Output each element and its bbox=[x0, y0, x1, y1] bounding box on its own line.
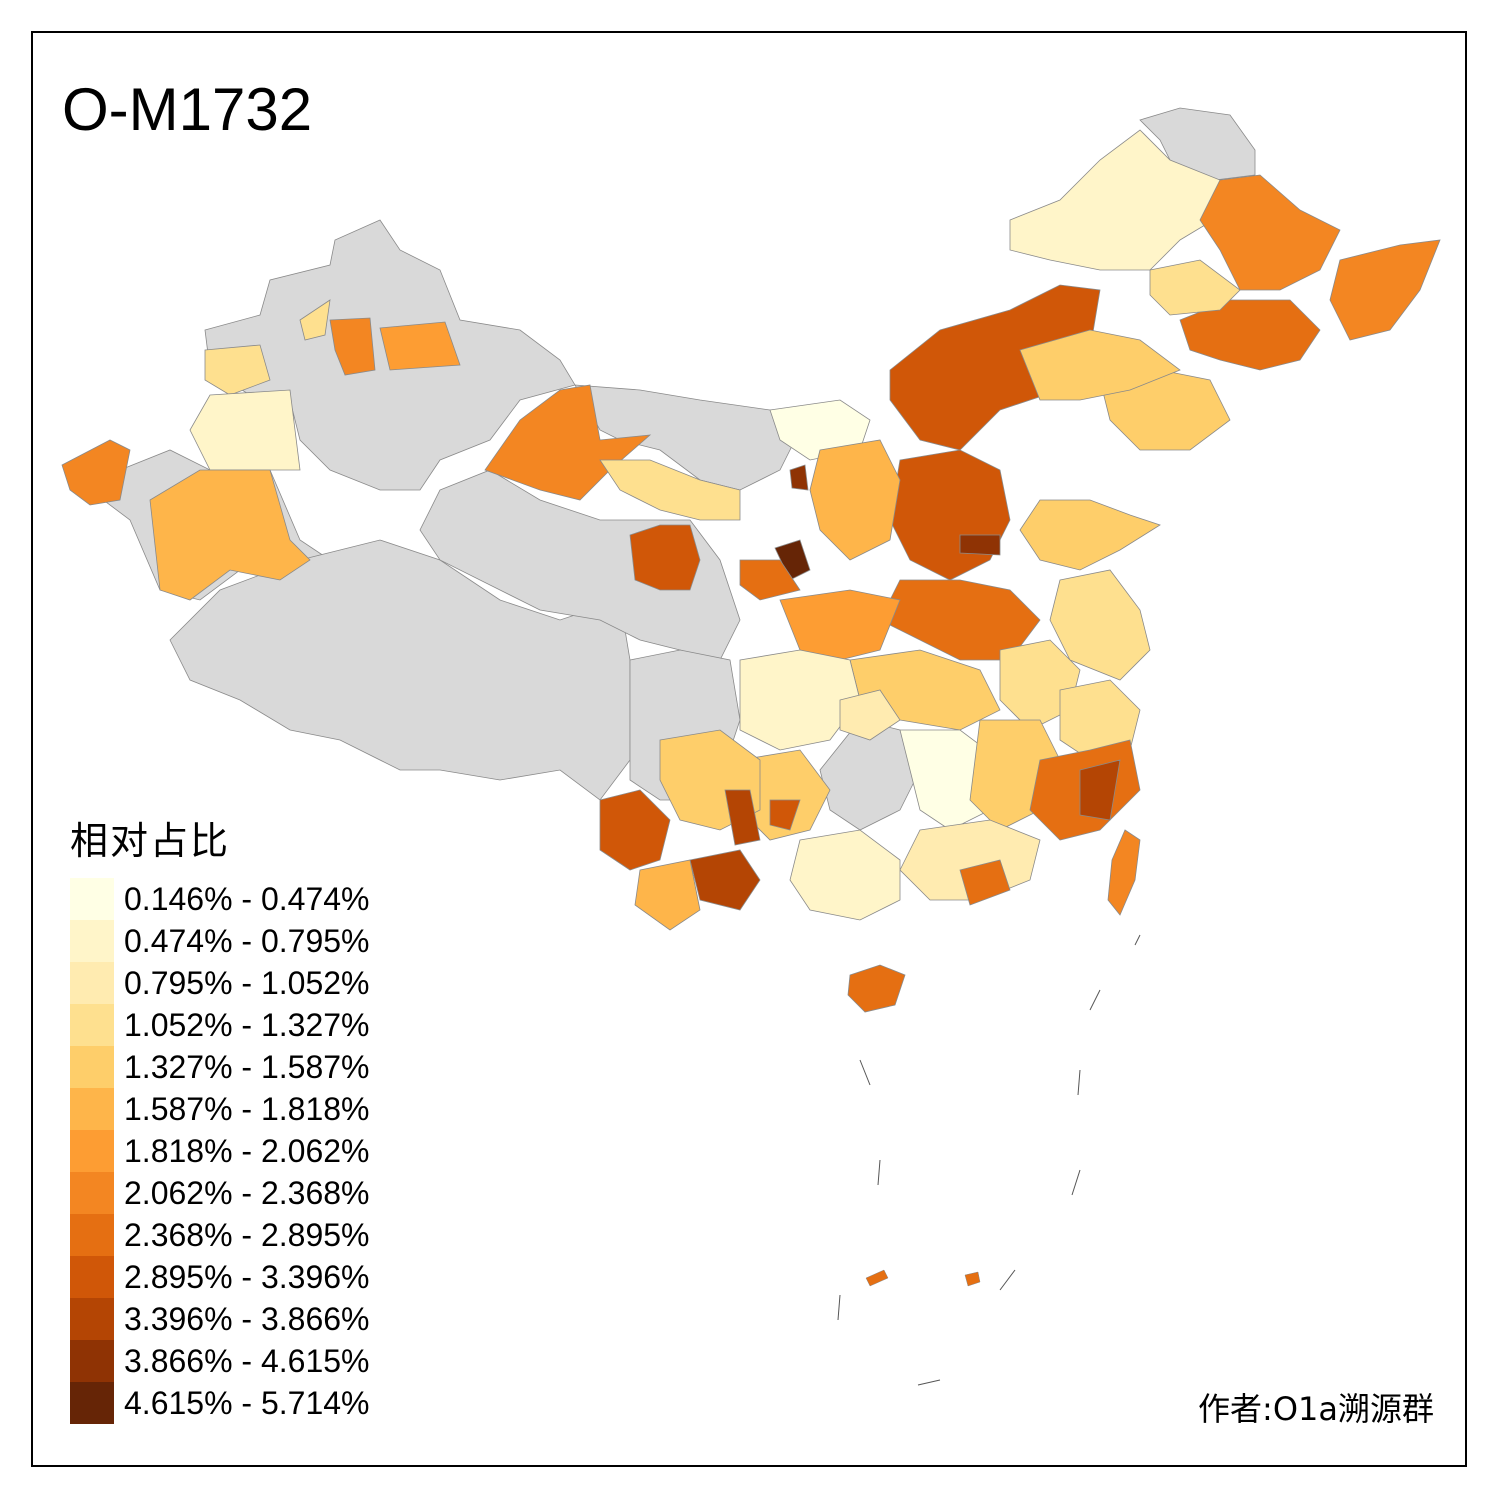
island-line-9 bbox=[917, 1379, 941, 1386]
legend-label: 0.146% - 0.474% bbox=[124, 880, 370, 917]
legend-item: 0.795% - 1.052% bbox=[70, 962, 370, 1004]
region-shanxi bbox=[889, 449, 1011, 581]
region-longnan bbox=[739, 559, 801, 601]
region-shaanxi-north bbox=[809, 439, 901, 561]
region-tacheng bbox=[189, 389, 301, 471]
legend-swatch bbox=[70, 1130, 114, 1172]
legend-label: 0.795% - 1.052% bbox=[124, 964, 370, 1001]
island-line-8 bbox=[837, 1294, 841, 1321]
island-line-7 bbox=[999, 1269, 1016, 1291]
legend-label: 2.368% - 2.895% bbox=[124, 1216, 370, 1253]
legend-label: 1.327% - 1.587% bbox=[124, 1048, 370, 1085]
region-altay-b bbox=[379, 321, 461, 371]
region-jiangsu bbox=[1049, 569, 1151, 681]
island-line-2 bbox=[1089, 989, 1101, 1011]
region-fujian-coast bbox=[1079, 759, 1121, 821]
region-shandong bbox=[1019, 499, 1161, 571]
region-hotan bbox=[149, 469, 311, 601]
legend-swatch bbox=[70, 1214, 114, 1256]
legend-label: 3.396% - 3.866% bbox=[124, 1300, 370, 1337]
region-hebei-south bbox=[959, 534, 1001, 556]
region-altay-a bbox=[329, 317, 376, 376]
island-colored-2 bbox=[964, 1271, 981, 1287]
legend-label: 3.866% - 4.615% bbox=[124, 1342, 370, 1379]
legend-swatch bbox=[70, 1172, 114, 1214]
legend-swatch bbox=[70, 1382, 114, 1424]
region-gansu-west bbox=[574, 384, 801, 491]
region-chongqing bbox=[839, 689, 901, 741]
legend-swatch bbox=[70, 1340, 114, 1382]
region-guizhou-dark bbox=[769, 799, 801, 831]
region-qinghai bbox=[419, 469, 741, 661]
region-heilongjiang-east bbox=[1199, 174, 1341, 291]
region-yunnan-dark bbox=[724, 789, 761, 846]
region-bortala bbox=[299, 299, 331, 341]
island-line-6 bbox=[1071, 1169, 1081, 1196]
region-yunnan-south bbox=[689, 849, 761, 911]
region-wuhai bbox=[789, 464, 809, 491]
legend: 相对占比 0.146% - 0.474% 0.474% - 0.795% 0.795… bbox=[70, 816, 370, 1424]
legend-label: 0.474% - 0.795% bbox=[124, 922, 370, 959]
region-haixi bbox=[629, 524, 701, 591]
legend-item: 1.818% - 2.062% bbox=[70, 1130, 370, 1172]
island-line-4 bbox=[1077, 1069, 1081, 1096]
region-gansu-hexi bbox=[599, 459, 741, 521]
legend-label: 1.052% - 1.327% bbox=[124, 1006, 370, 1043]
map-frame bbox=[31, 31, 1467, 1467]
map-title: O-M1732 bbox=[62, 76, 313, 143]
legend-swatch bbox=[70, 962, 114, 1004]
legend-label: 2.895% - 3.396% bbox=[124, 1258, 370, 1295]
author-credit: 作者:O1a溯源群 bbox=[1198, 1390, 1434, 1428]
region-tibet bbox=[169, 539, 631, 801]
legend-label: 1.818% - 2.062% bbox=[124, 1132, 370, 1169]
legend-label: 1.587% - 1.818% bbox=[124, 1090, 370, 1127]
legend-swatch bbox=[70, 920, 114, 962]
legend-item: 2.895% - 3.396% bbox=[70, 1256, 370, 1298]
region-heilongjiang-north bbox=[1139, 107, 1256, 181]
legend-swatch bbox=[70, 1004, 114, 1046]
region-jilin bbox=[1179, 299, 1321, 371]
legend-item: 2.368% - 2.895% bbox=[70, 1214, 370, 1256]
legend-item: 3.396% - 3.866% bbox=[70, 1298, 370, 1340]
legend-item: 2.062% - 2.368% bbox=[70, 1172, 370, 1214]
legend-item: 0.474% - 0.795% bbox=[70, 920, 370, 962]
legend-item: 4.615% - 5.714% bbox=[70, 1382, 370, 1424]
region-yunnan-xishuang bbox=[634, 859, 701, 931]
island-line-3 bbox=[859, 1059, 871, 1086]
legend-swatch bbox=[70, 1256, 114, 1298]
region-hebei-north bbox=[1019, 329, 1181, 401]
legend-item: 0.146% - 0.474% bbox=[70, 878, 370, 920]
island-colored-1 bbox=[865, 1269, 889, 1287]
legend-label: 2.062% - 2.368% bbox=[124, 1174, 370, 1211]
island-line-1 bbox=[1134, 934, 1141, 946]
legend-item: 1.052% - 1.327% bbox=[70, 1004, 370, 1046]
legend-swatch bbox=[70, 1298, 114, 1340]
region-hainan bbox=[847, 964, 906, 1013]
region-taiwan bbox=[1107, 829, 1141, 916]
region-guangdong-east bbox=[959, 859, 1011, 906]
region-shaanxi-south bbox=[779, 589, 901, 661]
legend-item: 1.587% - 1.818% bbox=[70, 1088, 370, 1130]
region-ili bbox=[204, 344, 271, 396]
legend-swatch bbox=[70, 1046, 114, 1088]
legend-item: 3.866% - 4.615% bbox=[70, 1340, 370, 1382]
legend-rows: 0.146% - 0.474% 0.474% - 0.795% 0.795% - 1… bbox=[70, 878, 370, 1424]
region-heilongjiang-south bbox=[1149, 259, 1241, 316]
island-line-5 bbox=[877, 1159, 881, 1186]
region-guangxi bbox=[789, 829, 901, 921]
legend-swatch bbox=[70, 1088, 114, 1130]
legend-swatch bbox=[70, 878, 114, 920]
legend-label: 4.615% - 5.714% bbox=[124, 1384, 370, 1421]
legend-item: 1.327% - 1.587% bbox=[70, 1046, 370, 1088]
region-yunnan-west bbox=[599, 789, 671, 871]
legend-title: 相对占比 bbox=[70, 819, 231, 863]
region-kashgar bbox=[61, 439, 131, 506]
region-jiamusi bbox=[1329, 239, 1441, 341]
